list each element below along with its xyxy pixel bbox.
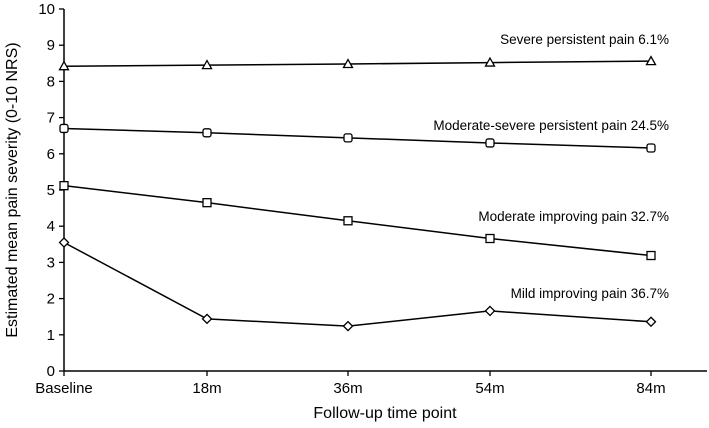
diamond-marker [58,237,70,248]
circle-marker [485,138,495,148]
diamond-marker [645,316,657,328]
x-tick-label: 54m [475,380,504,397]
diamond-marker [484,305,496,317]
y-tick-label: 3 [47,254,55,271]
triangle-marker [58,60,70,71]
square-marker [343,216,353,226]
x-axis-ticks: Baseline 18m 36m 54m 84m [35,371,666,397]
series-label: Severe persistent pain 6.1% [500,32,669,47]
triangle-marker [342,58,354,69]
diamond-marker [201,313,213,325]
x-tick-label: 36m [333,380,362,397]
series-label: Moderate improving pain 32.7% [478,209,669,224]
y-tick-label: 1 [47,327,55,344]
y-tick-label: 8 [47,73,55,90]
square-marker [59,181,69,191]
circle-marker [202,128,212,138]
y-tick-label: 7 [47,110,55,127]
triangle-marker [645,55,657,66]
y-tick-label: 5 [47,182,55,199]
series-line [63,241,652,327]
x-axis-title: Follow-up time point [313,405,457,422]
y-tick-label: 6 [47,146,55,163]
square-marker [646,250,656,261]
y-tick-label: 9 [47,37,55,54]
circle-marker [646,143,656,153]
x-tick-label: 84m [636,380,665,397]
series-label: Moderate-severe persistent pain 24.5% [433,118,669,133]
y-tick-label: 4 [47,218,55,235]
triangle-marker [201,59,213,70]
y-tick-label: 2 [47,291,55,308]
y-tick-label: 0 [47,363,55,380]
diamond-marker [342,320,354,332]
series-line [63,60,652,67]
square-marker [202,198,212,208]
square-marker [485,233,495,244]
y-tick-label: 10 [38,1,55,18]
y-axis-ticks: 0 1 2 3 4 5 6 7 8 9 10 [38,1,64,380]
y-axis-title: Estimated mean pain severity (0-10 NRS) [4,42,21,337]
series-label: Mild improving pain 36.7% [511,286,669,301]
series-labels: Severe persistent pain 6.1% Moderate-seve… [433,32,669,301]
circle-marker [343,133,353,143]
x-tick-label: 18m [192,380,221,397]
triangle-marker [484,56,496,67]
circle-marker [59,123,69,134]
x-tick-label: Baseline [35,380,93,397]
series-markers [58,55,657,332]
